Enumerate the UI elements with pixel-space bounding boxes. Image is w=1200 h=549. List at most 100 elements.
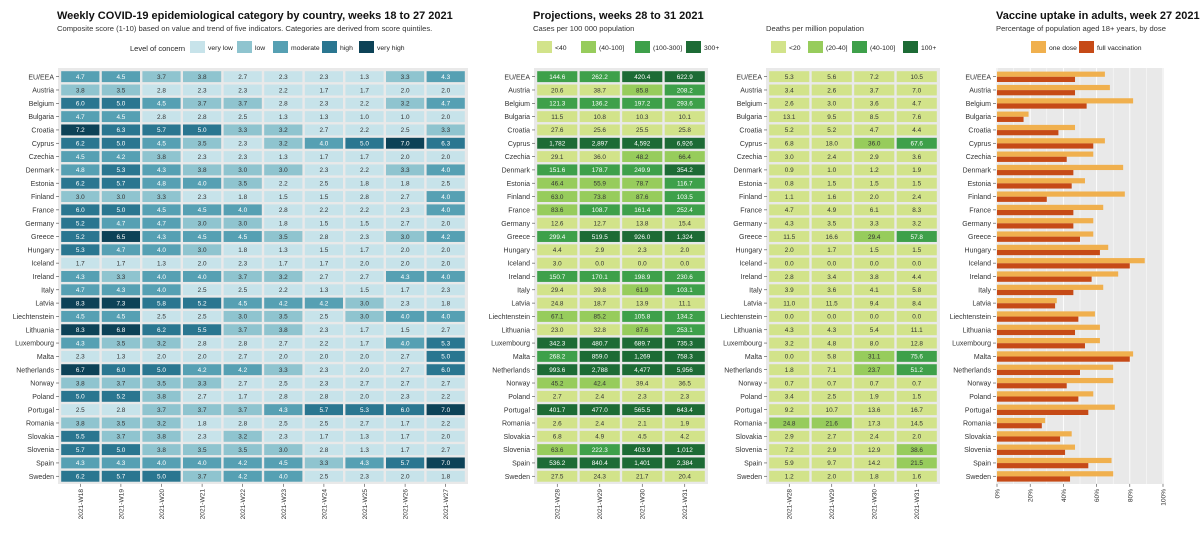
category-cell-value: 3.8 (157, 434, 166, 441)
deaths-cell (769, 364, 810, 376)
deaths-cell-value: 1.7 (827, 247, 836, 254)
deaths-cell (769, 297, 810, 309)
cases-cell (622, 257, 663, 269)
category-cell-value: 5.8 (157, 300, 166, 307)
category-cell-value: 6.2 (76, 474, 85, 481)
deaths-cell (896, 390, 937, 402)
category-cell-value: 3.7 (116, 434, 125, 441)
cases-cell-value: 24.3 (594, 474, 607, 481)
category-cell (426, 84, 465, 96)
deaths-cell (811, 297, 852, 309)
category-cell-value: 1.3 (279, 154, 288, 161)
category-cell-value: 4.7 (76, 287, 85, 294)
category-week-label: 2021-W22 (240, 489, 247, 520)
cases-country-label: France (508, 207, 530, 214)
cases-cell (622, 364, 663, 376)
vaccine-country-label: Bulgaria (965, 114, 991, 121)
concern-legend-swatch (190, 41, 205, 53)
category-cell-value: 1.7 (319, 260, 328, 267)
category-cell-value: 4.5 (76, 154, 85, 161)
cases-cell-value: 2.4 (595, 394, 604, 401)
cases-cell-value: 29.1 (551, 154, 564, 161)
cases-cell-value: 29.4 (551, 287, 564, 294)
deaths-cell-value: 14.5 (911, 420, 924, 427)
category-cell-value: 1.5 (360, 287, 369, 294)
category-cell-value: 2.8 (157, 114, 166, 121)
deaths-cell (811, 111, 852, 123)
category-cell-value: 6.0 (116, 367, 125, 374)
cases-country-label: Romania (502, 421, 530, 428)
cases-cell-value: 565.5 (634, 407, 650, 414)
category-cell-value: 2.0 (441, 154, 450, 161)
deaths-cell (769, 111, 810, 123)
category-cell (386, 417, 425, 429)
cases-panel: Projections, weeks 28 to 31 2021 Cases p… (489, 10, 720, 519)
deaths-country-label: Lithuania (734, 327, 763, 334)
deaths-cell (811, 137, 852, 149)
deaths-cell (769, 470, 810, 482)
category-cell-value: 1.7 (238, 394, 247, 401)
cases-cell (664, 124, 705, 136)
vaccine-country-label: Finland (968, 194, 991, 201)
cases-cell (537, 470, 578, 482)
category-cell (304, 457, 343, 469)
category-country-label: Liechtenstein (13, 314, 54, 321)
category-cell-value: 2.3 (319, 327, 328, 334)
cases-cell-value: 178.7 (592, 167, 608, 174)
category-cell-value: 1.0 (401, 114, 410, 121)
category-cell (142, 164, 181, 176)
category-cell-value: 2.3 (198, 154, 207, 161)
deaths-cell (854, 217, 895, 229)
full-vaccination-bar (997, 116, 1024, 122)
cases-cell-value: 10.8 (594, 114, 607, 121)
category-cell-value: 5.3 (360, 407, 369, 414)
deaths-cell-value: 5.2 (827, 127, 836, 134)
category-country-label: Slovenia (27, 447, 54, 454)
deaths-cell-value: 51.2 (911, 367, 924, 374)
deaths-country-label: Portugal (736, 407, 763, 414)
deaths-cell-value: 5.9 (785, 460, 794, 467)
vaccine-subtitle: Percentage of population aged 18+ years,… (996, 24, 1166, 33)
category-cell-value: 2.0 (198, 354, 207, 361)
category-cell (183, 457, 222, 469)
cases-cell-value: 25.6 (594, 127, 607, 134)
category-cell (386, 164, 425, 176)
cases-cell-value: 63.6 (551, 447, 564, 454)
category-cell (223, 284, 262, 296)
cases-country-label: Netherlands (492, 367, 530, 374)
category-cell (264, 177, 303, 189)
category-cell-value: 4.0 (157, 460, 166, 467)
vaccine-legend-label: full vaccination (1097, 45, 1142, 52)
cases-cell (537, 111, 578, 123)
cases-cell (664, 324, 705, 336)
cases-cell (664, 244, 705, 256)
deaths-cell-value: 57.8 (911, 234, 924, 241)
cases-cell-value: 36.0 (594, 154, 607, 161)
cases-cell (664, 84, 705, 96)
category-cell (304, 377, 343, 389)
cases-cell-value: 38.7 (594, 87, 607, 94)
category-cell-value: 2.0 (279, 354, 288, 361)
category-cell-value: 2.3 (238, 260, 247, 267)
category-cell (223, 177, 262, 189)
category-cell-value: 2.0 (441, 247, 450, 254)
deaths-cell (896, 124, 937, 136)
cases-cell-value: 840.4 (592, 460, 608, 467)
vaccine-country-label: Estonia (968, 181, 991, 188)
deaths-cell (854, 204, 895, 216)
category-cell (223, 151, 262, 163)
deaths-cell (769, 444, 810, 456)
category-cell (386, 71, 425, 83)
category-cell-value: 3.2 (157, 420, 166, 427)
category-cell (101, 390, 140, 402)
category-cell-value: 4.3 (76, 340, 85, 347)
deaths-cell (769, 457, 810, 469)
cases-cell-value: 45.2 (551, 380, 564, 387)
category-cell-value: 2.3 (319, 380, 328, 387)
category-cell (426, 191, 465, 202)
category-cell (142, 417, 181, 429)
category-cell-value: 3.0 (238, 167, 247, 174)
category-cell-value: 2.0 (360, 367, 369, 374)
category-cell (264, 97, 303, 109)
cases-cell-value: 4,477 (634, 367, 650, 374)
